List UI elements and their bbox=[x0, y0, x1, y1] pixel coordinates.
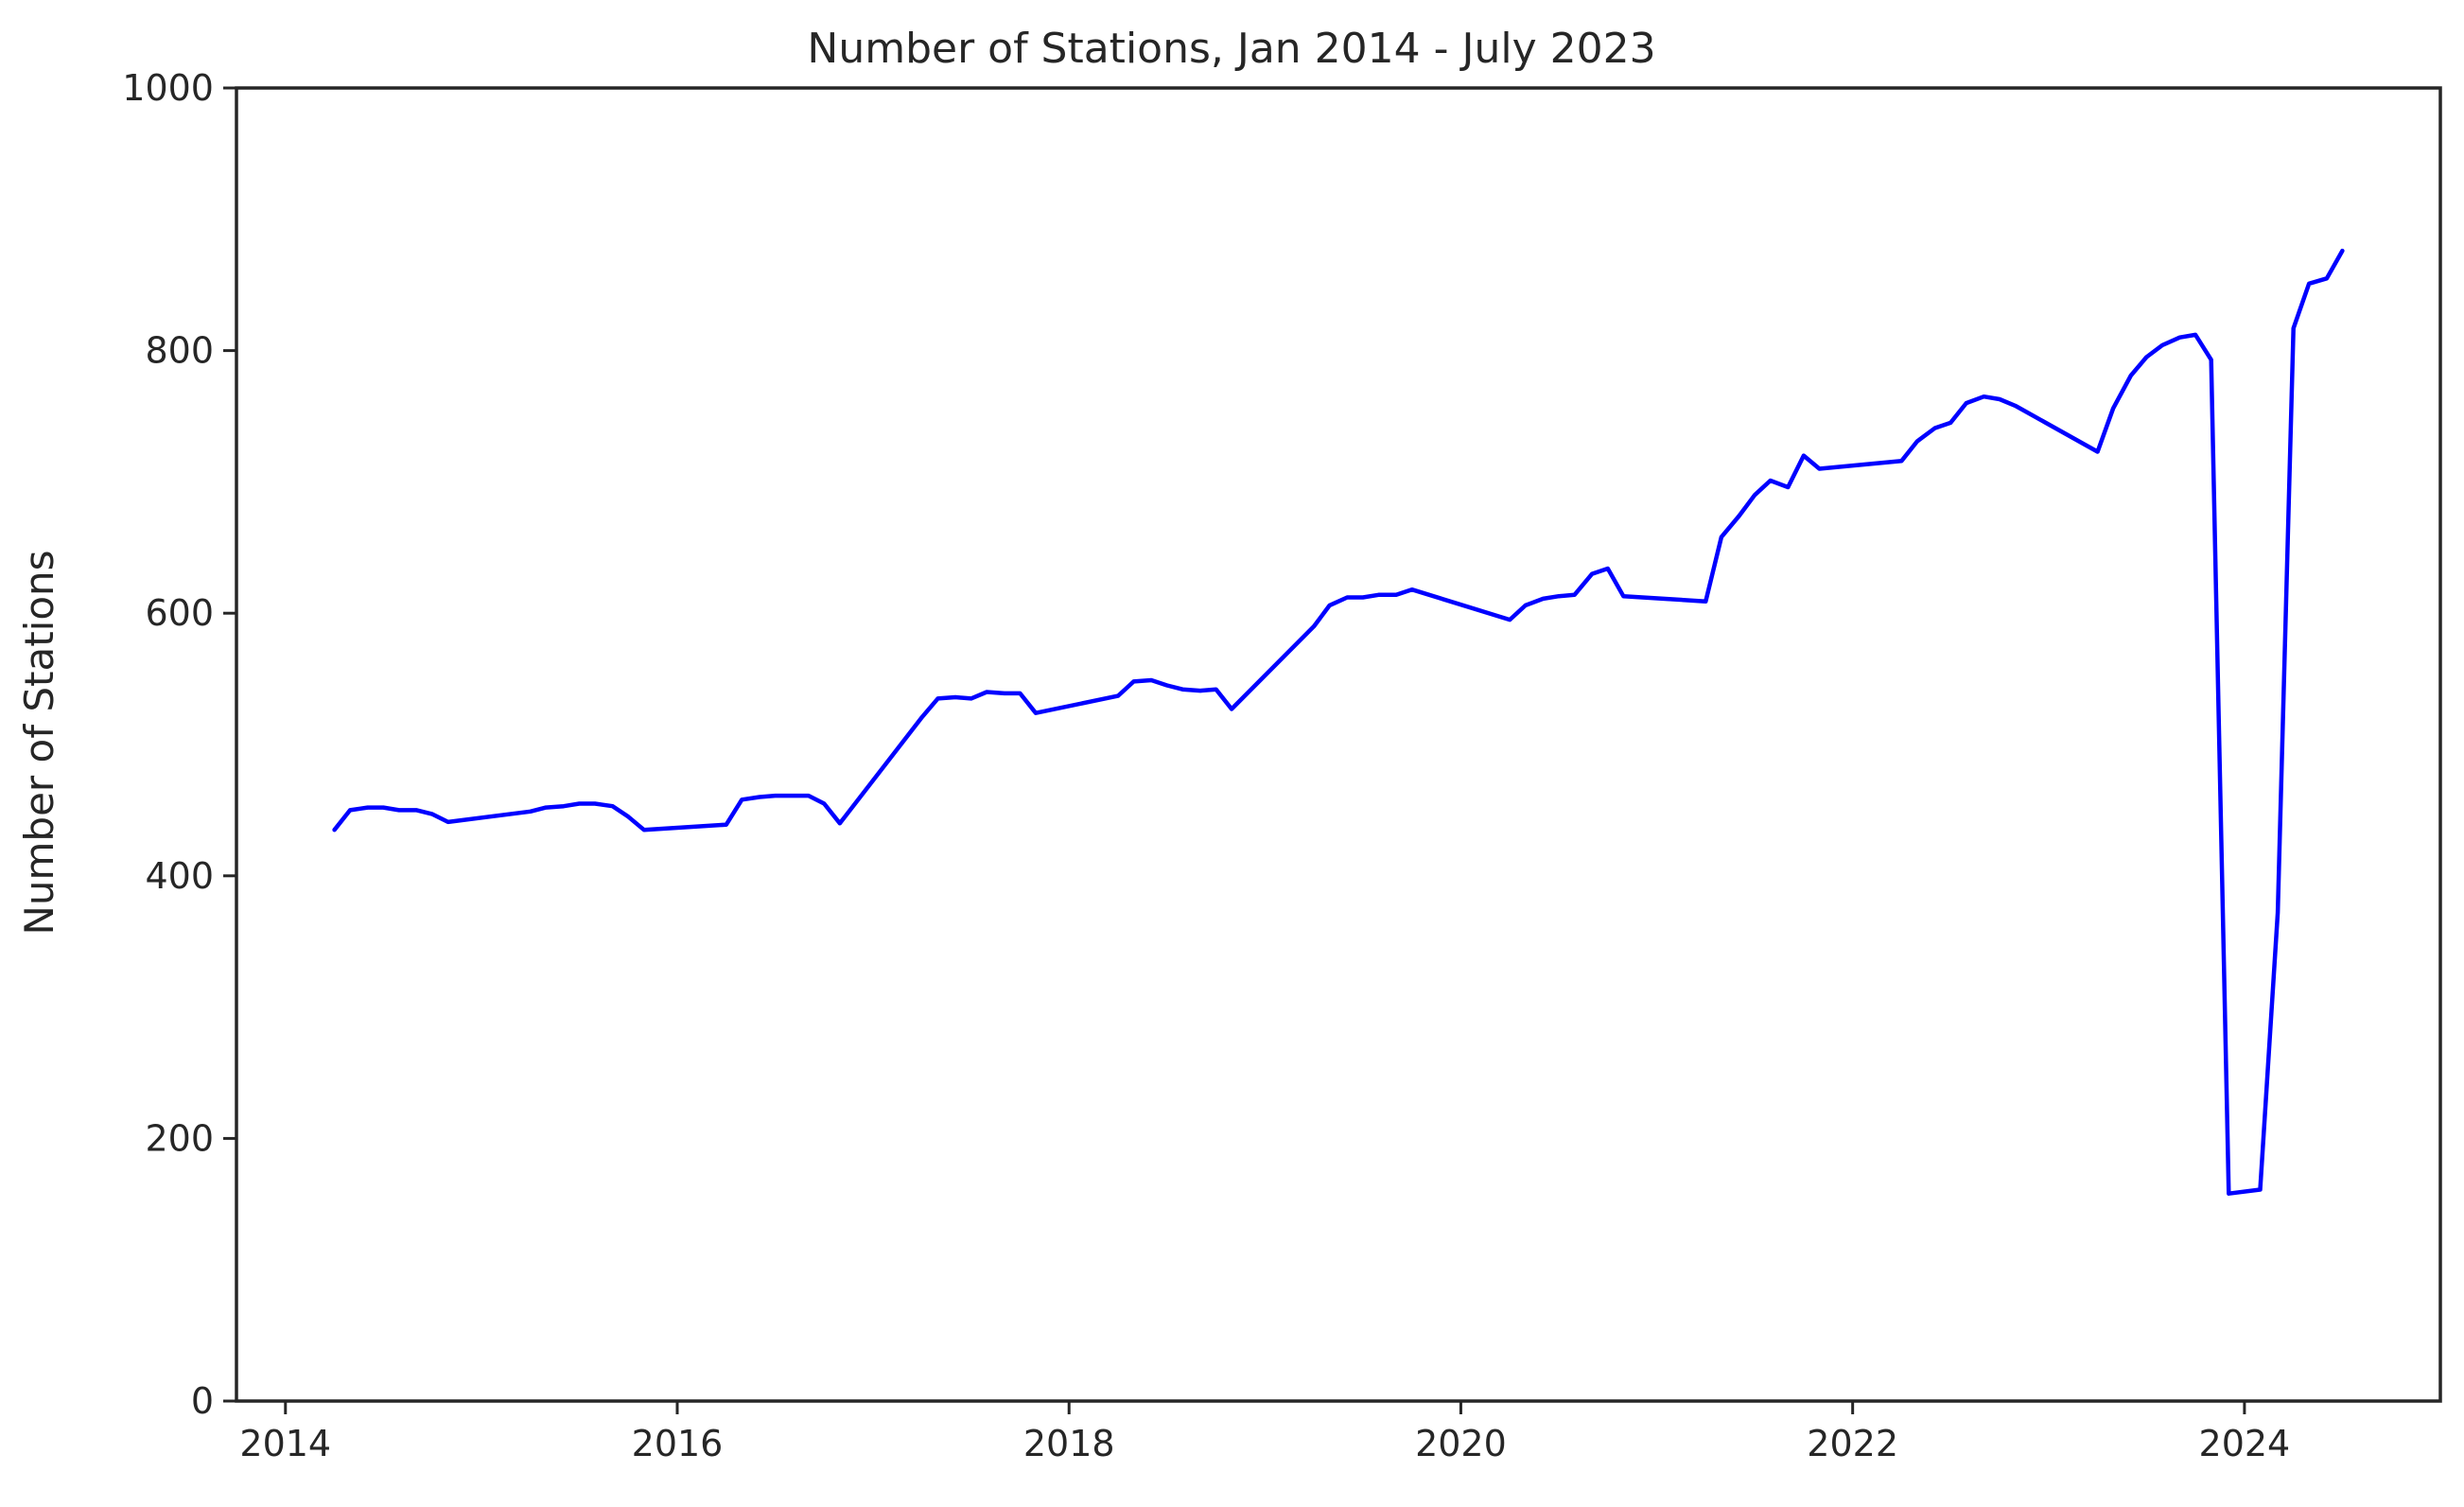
series-layer bbox=[332, 248, 2345, 1196]
x-tick-label: 2018 bbox=[1023, 1423, 1115, 1464]
x-axis: 2014 2016 2018 2020 2022 2024 bbox=[239, 1401, 2290, 1464]
y-axis: 0 200 400 600 800 1000 bbox=[122, 67, 236, 1422]
y-tick-label: 400 bbox=[145, 855, 214, 897]
x-tick-label: 2024 bbox=[2199, 1423, 2291, 1464]
y-tick-label: 800 bbox=[145, 330, 214, 372]
x-tick-label: 2016 bbox=[632, 1423, 724, 1464]
x-tick-label: 2022 bbox=[1807, 1423, 1898, 1464]
y-tick-label: 600 bbox=[145, 592, 214, 634]
y-axis-label: Number of Stations bbox=[16, 550, 62, 935]
plot-frame bbox=[235, 86, 2442, 1403]
y-tick-label: 0 bbox=[191, 1380, 214, 1422]
x-tick-label: 2014 bbox=[239, 1423, 331, 1464]
stations-series-line bbox=[332, 248, 2345, 1196]
chart-title: Number of Stations, Jan 2014 - July 2023 bbox=[807, 25, 1655, 73]
x-tick-label: 2020 bbox=[1415, 1423, 1507, 1464]
y-tick-label: 200 bbox=[145, 1117, 214, 1159]
y-tick-label: 1000 bbox=[122, 67, 214, 109]
